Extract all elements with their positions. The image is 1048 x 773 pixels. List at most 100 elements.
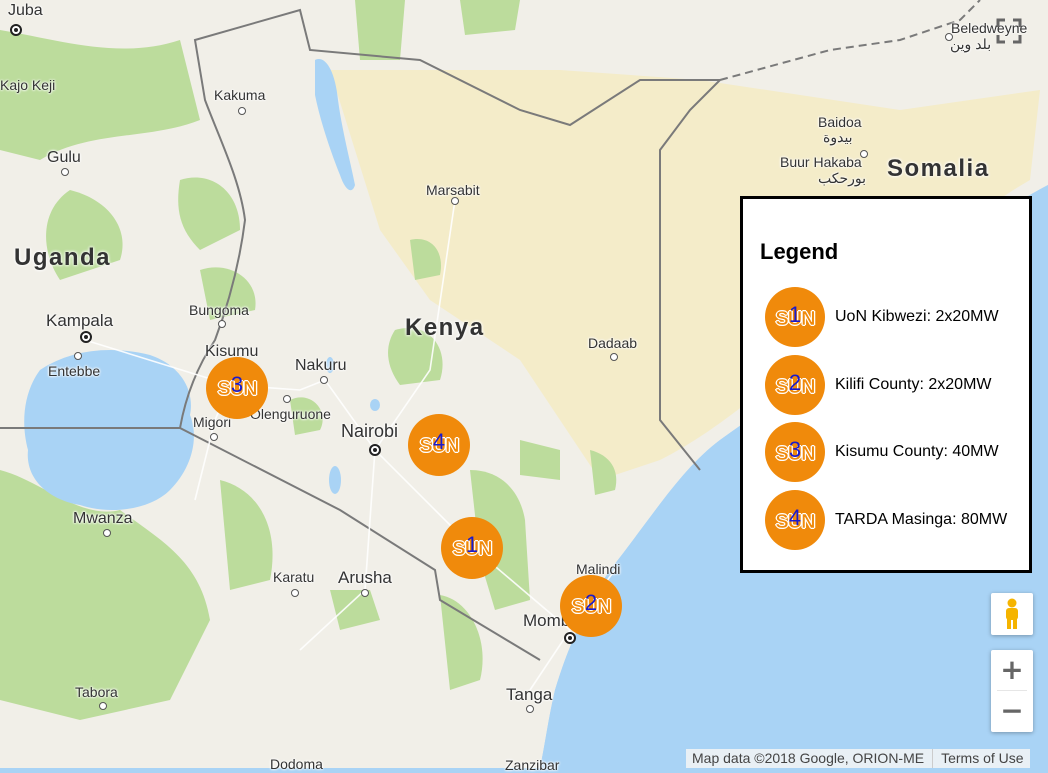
city-marker <box>610 353 618 361</box>
place-label: Tabora <box>75 684 118 700</box>
city-marker <box>74 352 82 360</box>
country-label-somalia: Somalia <box>887 155 990 182</box>
marker-number: 2 <box>788 370 802 395</box>
legend-item: SUN 3 Kisumu County: 40MW <box>765 422 1025 482</box>
legend-marker-2: SUN 2 <box>765 355 825 415</box>
place-label: Dodoma <box>270 756 323 772</box>
vegetation <box>0 0 617 720</box>
place-label: Malindi <box>576 561 621 577</box>
country-label-kenya: Kenya <box>405 314 485 341</box>
marker-number: 2 <box>584 590 598 615</box>
city-marker <box>361 589 369 597</box>
legend-item-label: Kisumu County: 40MW <box>835 443 999 460</box>
map-marker-1[interactable]: SUN 1 <box>441 517 503 579</box>
sun-logo: SUN <box>571 596 612 619</box>
place-label: Buur Hakaba <box>780 154 862 170</box>
legend-marker-3: SUN 3 <box>765 422 825 482</box>
capital-marker <box>369 444 381 456</box>
city-marker <box>451 197 459 205</box>
place-label: Migori <box>193 414 232 430</box>
city-marker <box>61 168 69 176</box>
street-view-button[interactable] <box>991 593 1033 635</box>
place-label: Kampala <box>46 311 114 330</box>
zoom-out-button[interactable]: − <box>1000 694 1024 727</box>
marker-number: 3 <box>788 437 802 462</box>
legend-item-label: TARDA Masinga: 80MW <box>835 511 1008 528</box>
capital-marker <box>80 331 92 343</box>
city-marker <box>210 433 218 441</box>
marker-number: 1 <box>465 532 479 557</box>
legend-item-label: Kilifi County: 2x20MW <box>835 376 992 393</box>
place-label: Zanzibar <box>505 757 560 773</box>
place-label: بيدوة <box>823 129 853 145</box>
city-marker <box>945 33 953 41</box>
city-marker <box>103 529 111 537</box>
city-marker <box>291 589 299 597</box>
map-data-credit: Map data ©2018 Google, ORION-ME <box>692 750 925 766</box>
fullscreen-icon <box>996 18 1022 44</box>
country-borders <box>0 8 721 661</box>
legend-item: SUN 2 Kilifi County: 2x20MW <box>765 355 1025 415</box>
lake-victoria <box>24 350 194 510</box>
marker-number: 3 <box>230 372 244 397</box>
city-marker <box>99 702 107 710</box>
place-label: Juba <box>8 2 43 19</box>
legend-item: SUN 4 TARDA Masinga: 80MW <box>765 490 1025 550</box>
capital-marker <box>10 24 22 36</box>
place-label: Beledweyne <box>951 20 1028 36</box>
map-attribution: Map data ©2018 Google, ORION-ME Terms of … <box>686 749 1030 768</box>
arid-region <box>330 70 1040 480</box>
city-marker <box>320 376 328 384</box>
sun-logo: SUN <box>775 376 816 399</box>
lake-turkana <box>315 59 355 191</box>
sun-logo: SUN <box>775 308 816 331</box>
place-label: Olenguruone <box>250 406 331 422</box>
place-label: Kisumu <box>205 343 259 360</box>
map-marker-4[interactable]: SUN 4 <box>408 414 470 476</box>
city-marker <box>860 150 868 158</box>
capital-marker <box>564 632 576 644</box>
place-label: Baidoa <box>818 114 862 130</box>
zoom-in-button[interactable]: + <box>1000 653 1024 686</box>
zoom-divider <box>997 690 1027 691</box>
place-label: Nakuru <box>295 357 347 374</box>
legend-panel: Legend SUN 1 UoN Kibwezi: 2x20MW SUN 2 K… <box>740 196 1032 573</box>
marker-number: 4 <box>788 505 802 530</box>
sun-logo: SUN <box>775 511 816 534</box>
place-label: Karatu <box>273 569 315 585</box>
place-label: Kakuma <box>214 87 266 103</box>
place-label: Dadaab <box>588 335 638 351</box>
legend-title: Legend <box>760 239 839 264</box>
legend-item-label: UoN Kibwezi: 2x20MW <box>835 308 999 325</box>
place-label: Mwanza <box>73 510 133 527</box>
place-label: Bungoma <box>189 302 249 318</box>
place-label: بورحكب <box>818 170 867 186</box>
legend-marker-4: SUN 4 <box>765 490 825 550</box>
legend-item: SUN 1 UoN Kibwezi: 2x20MW <box>765 287 1025 347</box>
city-marker <box>526 705 534 713</box>
country-label-uganda: Uganda <box>14 244 112 271</box>
disputed-border <box>719 0 981 81</box>
sun-logo: SUN <box>217 378 258 401</box>
place-label: Marsabit <box>426 182 480 198</box>
place-label: Nairobi <box>341 421 399 441</box>
city-marker <box>218 320 226 328</box>
sun-logo: SUN <box>775 443 816 466</box>
terms-of-use-link[interactable]: Terms of Use <box>941 750 1024 766</box>
sun-logo: SUN <box>452 538 493 561</box>
place-label: Kajo Keji <box>0 77 56 93</box>
place-label: Arusha <box>338 568 392 587</box>
place-label: Entebbe <box>48 363 101 379</box>
legend-marker-1: SUN 1 <box>765 287 825 347</box>
zoom-control: + − <box>991 650 1033 732</box>
map-marker-3[interactable]: SUN 3 <box>206 357 268 419</box>
fullscreen-button[interactable] <box>990 12 1028 50</box>
map-marker-2[interactable]: SUN 2 <box>560 575 622 637</box>
place-label: Gulu <box>47 149 81 166</box>
place-label: Tanga <box>506 685 553 704</box>
pegman-icon <box>1006 598 1018 629</box>
place-label: بلد وين <box>950 36 992 52</box>
city-marker <box>238 107 246 115</box>
marker-number: 4 <box>432 429 446 454</box>
city-marker <box>283 395 291 403</box>
